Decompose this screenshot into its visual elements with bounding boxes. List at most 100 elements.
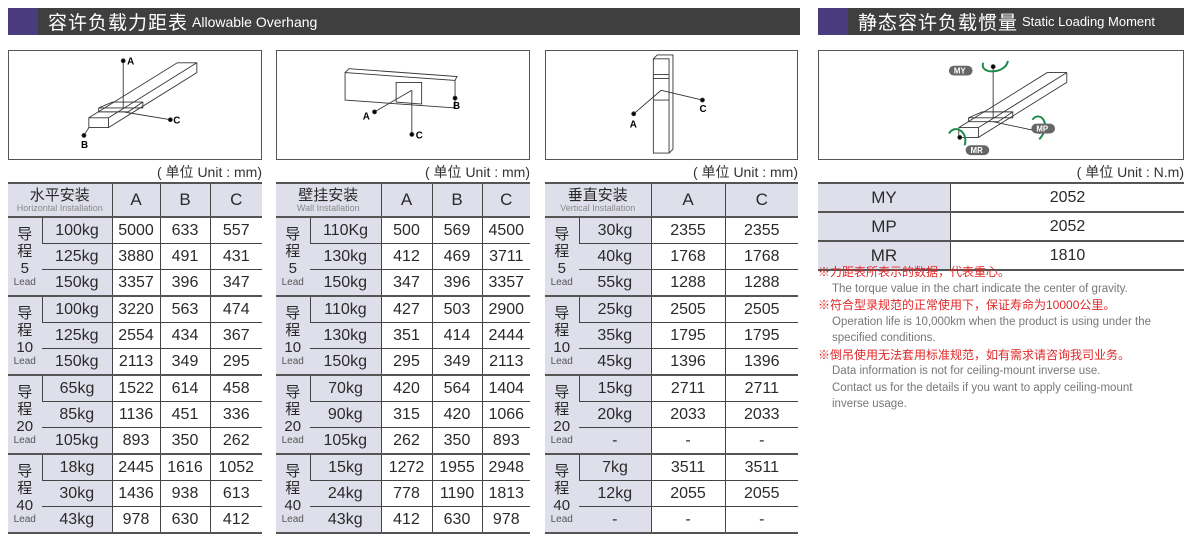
rotation-arrow-icon — [948, 128, 967, 146]
diagram-label-b: B — [81, 140, 88, 151]
value-cell: 2505 — [724, 296, 799, 323]
load-cell: 20kg — [579, 401, 652, 428]
value-cell: 2355 — [650, 217, 726, 244]
table-row: 导程 20 Lead 70kg 420 564 1404 — [276, 375, 531, 455]
value-cell: 3711 — [481, 243, 531, 270]
value-cell: 4500 — [481, 217, 531, 244]
lead-lead-cn1: 导 — [17, 304, 33, 322]
note-en: specified conditions. — [832, 332, 936, 344]
load-cell: 43kg — [310, 506, 382, 534]
value-cell: 367 — [209, 322, 263, 349]
lead-en: Lead — [13, 276, 36, 288]
load-cell: 45kg — [579, 348, 652, 376]
value-cell: - — [724, 506, 799, 534]
table-body: 导程 5 Lead 30kg 2355 2355 40kg 1768 1768 55kg 1288 1… — [545, 217, 799, 534]
load-cell: 55kg — [579, 269, 652, 297]
table-row: 130kg 351 414 2444 — [276, 322, 531, 349]
lead-lead-num: 40 — [16, 496, 34, 514]
value-cell: 1052 — [209, 454, 263, 481]
note-en: Data information is not for ceiling-moun… — [832, 365, 1101, 377]
column-header: B — [159, 182, 211, 218]
lead-lead-num: 10 — [284, 338, 302, 356]
note-cn: ※倒吊使用无法套用标准规范，如有需求请咨询我司业务。 — [818, 347, 1131, 362]
value-cell: 491 — [159, 243, 211, 270]
value-cell: 564 — [431, 375, 483, 402]
value-cell: - — [724, 427, 799, 455]
value-cell: 2355 — [724, 217, 799, 244]
table-row: 150kg 2113 349 295 — [8, 348, 263, 376]
value-cell: 420 — [431, 401, 483, 428]
lead-lead-cn1: 导 — [17, 383, 33, 401]
lead-label: 导程 5 Lead — [545, 217, 579, 297]
value-cell: 633 — [159, 217, 211, 244]
header-row: 水平安装 Horizontal Installation A B C — [8, 182, 263, 218]
diagram-label-b: B — [453, 101, 460, 112]
lead-label: 导程 10 Lead — [8, 296, 42, 376]
value-cell: 315 — [380, 401, 433, 428]
load-cell: 70kg — [309, 375, 382, 402]
value-cell: 412 — [209, 506, 263, 534]
value-cell: 2948 — [481, 454, 531, 481]
load-cell: 130kg — [310, 322, 382, 349]
diagram-label-c: C — [416, 130, 423, 141]
value-cell: 420 — [380, 375, 433, 402]
table-row: 12kg 2055 2055 — [545, 480, 799, 507]
header-title-cn: 容许负载力距表 — [48, 12, 189, 34]
table-row: 45kg 1396 1396 — [545, 348, 799, 376]
value-cell: 396 — [159, 269, 211, 297]
value-cell: 978 — [481, 506, 531, 534]
value-cell: 1795 — [724, 322, 799, 349]
load-cell: 110Kg — [309, 217, 382, 244]
table-row: 150kg 295 349 2113 — [276, 348, 531, 376]
value-cell: 1404 — [481, 375, 531, 402]
value-cell: 630 — [431, 506, 483, 534]
lead-label: 导程 20 Lead — [8, 375, 42, 455]
lead-lead-cn2: 程 — [17, 400, 33, 418]
lead-lead-cn2: 程 — [285, 321, 301, 339]
value-cell: 893 — [111, 427, 161, 455]
lead-en: Lead — [13, 513, 36, 525]
value-cell: 1396 — [650, 348, 726, 376]
lead-en: Lead — [550, 513, 573, 525]
value-cell: 3511 — [650, 454, 726, 481]
table-row: 90kg 315 420 1066 — [276, 401, 531, 428]
header-title-cn: 静态容许负载惯量 — [858, 12, 1019, 34]
table-row: 55kg 1288 1288 — [545, 269, 799, 297]
lead-lead-cn2: 程 — [554, 242, 570, 260]
table-row: 导程 5 Lead 30kg 2355 2355 — [545, 217, 799, 297]
lead-lead-cn1: 导 — [554, 383, 570, 401]
rotation-arrow-icon — [1031, 115, 1046, 141]
static-moment-diagram: MY MP MR — [818, 50, 1184, 160]
static-moment-header: 静态容许负载惯量 Static Loading Moment — [818, 8, 1184, 35]
value-cell: 262 — [209, 427, 263, 455]
note-en: Contact us for the details if you want t… — [832, 381, 1133, 394]
value-cell: 938 — [159, 480, 211, 507]
value-cell: 2055 — [724, 480, 799, 507]
value-cell: 3357 — [481, 269, 531, 297]
value-cell: 1288 — [650, 269, 726, 297]
vertical-installation-diagram: A C — [545, 50, 798, 160]
table-row: 24kg 778 1190 1813 — [276, 480, 531, 507]
table-row: 导程 5 Lead 100kg 5000 633 557 — [8, 217, 263, 297]
value-cell: 3880 — [111, 243, 161, 270]
table-header: 壁挂安装 Wall Installation A B C — [276, 182, 531, 218]
allowable-overhang-header: 容许负载力距表 Allowable Overhang — [8, 8, 800, 35]
value-cell: 1066 — [481, 401, 531, 428]
table-row: MY 2052 — [818, 182, 1184, 213]
load-cell: 43kg — [42, 506, 113, 534]
value-cell: 2033 — [650, 401, 726, 428]
value-cell: 2711 — [650, 375, 726, 402]
table-row: 20kg 2033 2033 — [545, 401, 799, 428]
load-cell: 25kg — [578, 296, 652, 323]
diagram-label-c: C — [173, 116, 180, 127]
value-cell: 474 — [209, 296, 263, 323]
lead-en: Lead — [281, 434, 304, 446]
static-moment-table: MY 2052 MP 2052 MR 1810 — [818, 182, 1184, 271]
moment-key: MR — [818, 241, 951, 271]
value-cell: 2113 — [481, 348, 531, 376]
lead-lead-cn1: 导 — [554, 225, 570, 243]
lead-lead-cn2: 程 — [285, 479, 301, 497]
lead-lead-cn2: 程 — [17, 321, 33, 339]
table-row: 125kg 2554 434 367 — [8, 322, 263, 349]
load-cell: 65kg — [41, 375, 113, 402]
